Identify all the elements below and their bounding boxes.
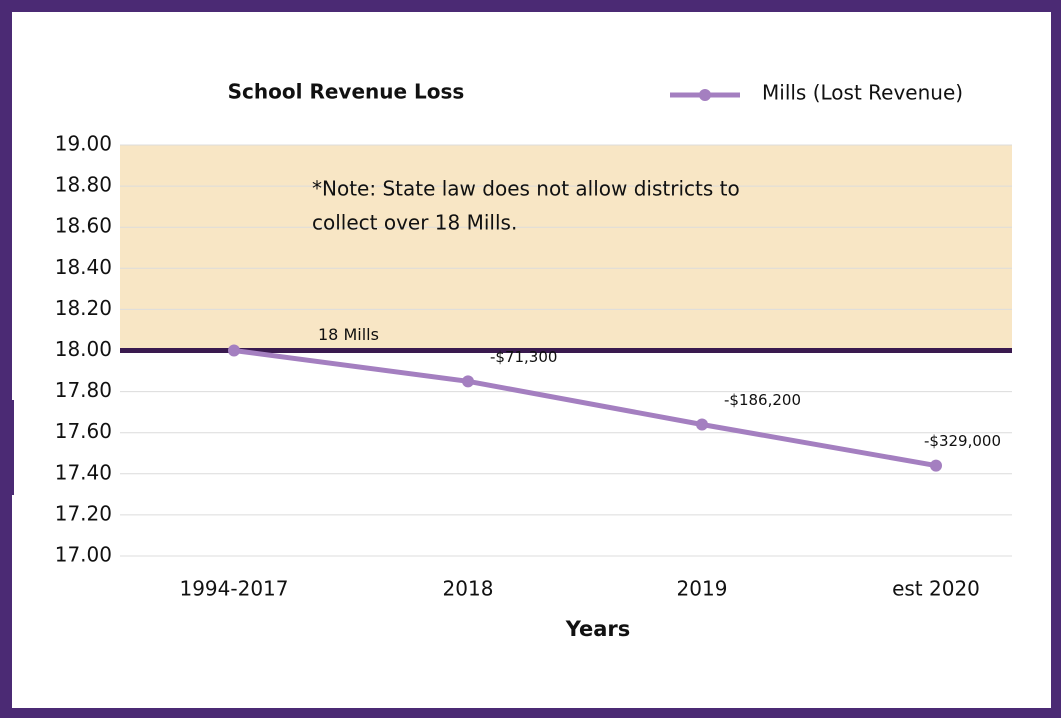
y-tick-label: 17.60 [55,419,112,443]
frame-tab [0,400,14,495]
y-tick-label: 19.00 [55,132,112,156]
point-annotation: -$71,300 [490,348,557,366]
x-tick-label: 2018 [443,577,494,601]
shaded-range [120,145,1012,351]
point [462,375,474,388]
legend-marker [699,89,711,101]
x-tick-label: 2019 [677,577,728,601]
point-annotation: -$329,000 [924,432,1001,450]
y-tick-label: 18.00 [55,337,112,361]
legend-label: Mills (Lost Revenue) [762,81,963,105]
chart-title: School Revenue Loss [228,80,465,104]
y-tick-label: 17.40 [55,460,112,484]
reference-label: 18 Mills [318,325,379,344]
y-tick-label: 17.80 [55,378,112,402]
note: *Note: State law does not allow district… [312,177,740,201]
point [696,418,708,431]
y-tick-label: 18.40 [55,255,112,279]
point [930,459,942,472]
x-axis-label: Years [565,617,631,641]
point-annotation: -$186,200 [724,391,801,409]
line [233,348,937,469]
y-tick-label: 18.80 [55,173,112,197]
y-tick-label: 18.20 [55,296,112,320]
note: collect over 18 Mills. [312,211,517,235]
y-tick-label: 18.60 [55,214,112,238]
y-tick-label: 17.00 [55,543,112,567]
x-tick-label: 1994-2017 [179,577,288,601]
panel [12,12,1051,708]
x-tick-label: est 2020 [892,577,980,601]
y-tick-label: 17.20 [55,501,112,525]
point [228,344,240,357]
